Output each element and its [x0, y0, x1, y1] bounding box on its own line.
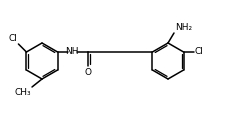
Text: O: O	[84, 68, 91, 77]
Text: Cl: Cl	[195, 47, 203, 56]
Text: Cl: Cl	[8, 34, 17, 43]
Text: CH₃: CH₃	[14, 88, 31, 97]
Text: NH: NH	[65, 47, 78, 56]
Text: NH₂: NH₂	[175, 23, 192, 32]
